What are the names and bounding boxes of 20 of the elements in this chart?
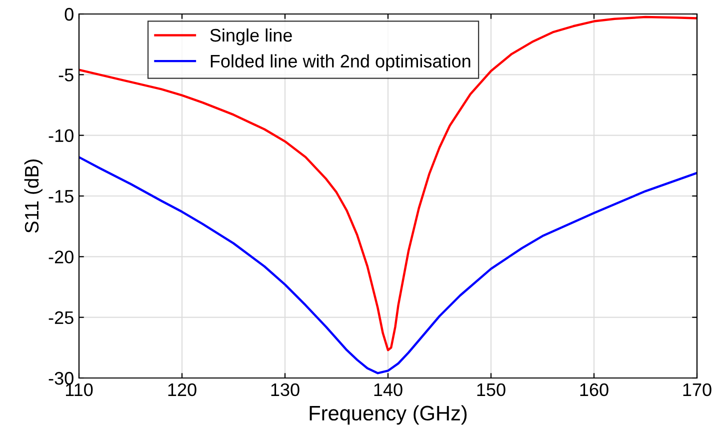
legend-label: Single line	[210, 28, 292, 46]
y-tick-label: 0	[64, 8, 74, 21]
x-tick-label: 110	[66, 383, 93, 396]
y-tick-label: -5	[58, 68, 74, 82]
x-tick-label: 120	[168, 383, 196, 396]
x-tick-label: 160	[580, 383, 608, 396]
x-tick-label: 130	[271, 383, 300, 396]
legend-label: Folded line with 2nd optimisation	[210, 54, 470, 72]
line-series	[79, 156, 697, 374]
y-tick-label: -25	[48, 311, 74, 324]
x-tick-label: 170	[683, 383, 712, 396]
y-tick-label: -30	[48, 372, 74, 385]
line-series	[79, 16, 697, 352]
x-tick-label: 150	[477, 383, 506, 396]
x-tick-label: 140	[374, 383, 402, 396]
y-tick-label: -15	[48, 190, 74, 203]
x-axis-title: Frequency (GHz)	[310, 405, 467, 425]
y-tick-label: -20	[48, 250, 74, 264]
y-axis-title: S11 (dB)	[24, 160, 42, 233]
y-tick-label: -10	[48, 129, 74, 142]
